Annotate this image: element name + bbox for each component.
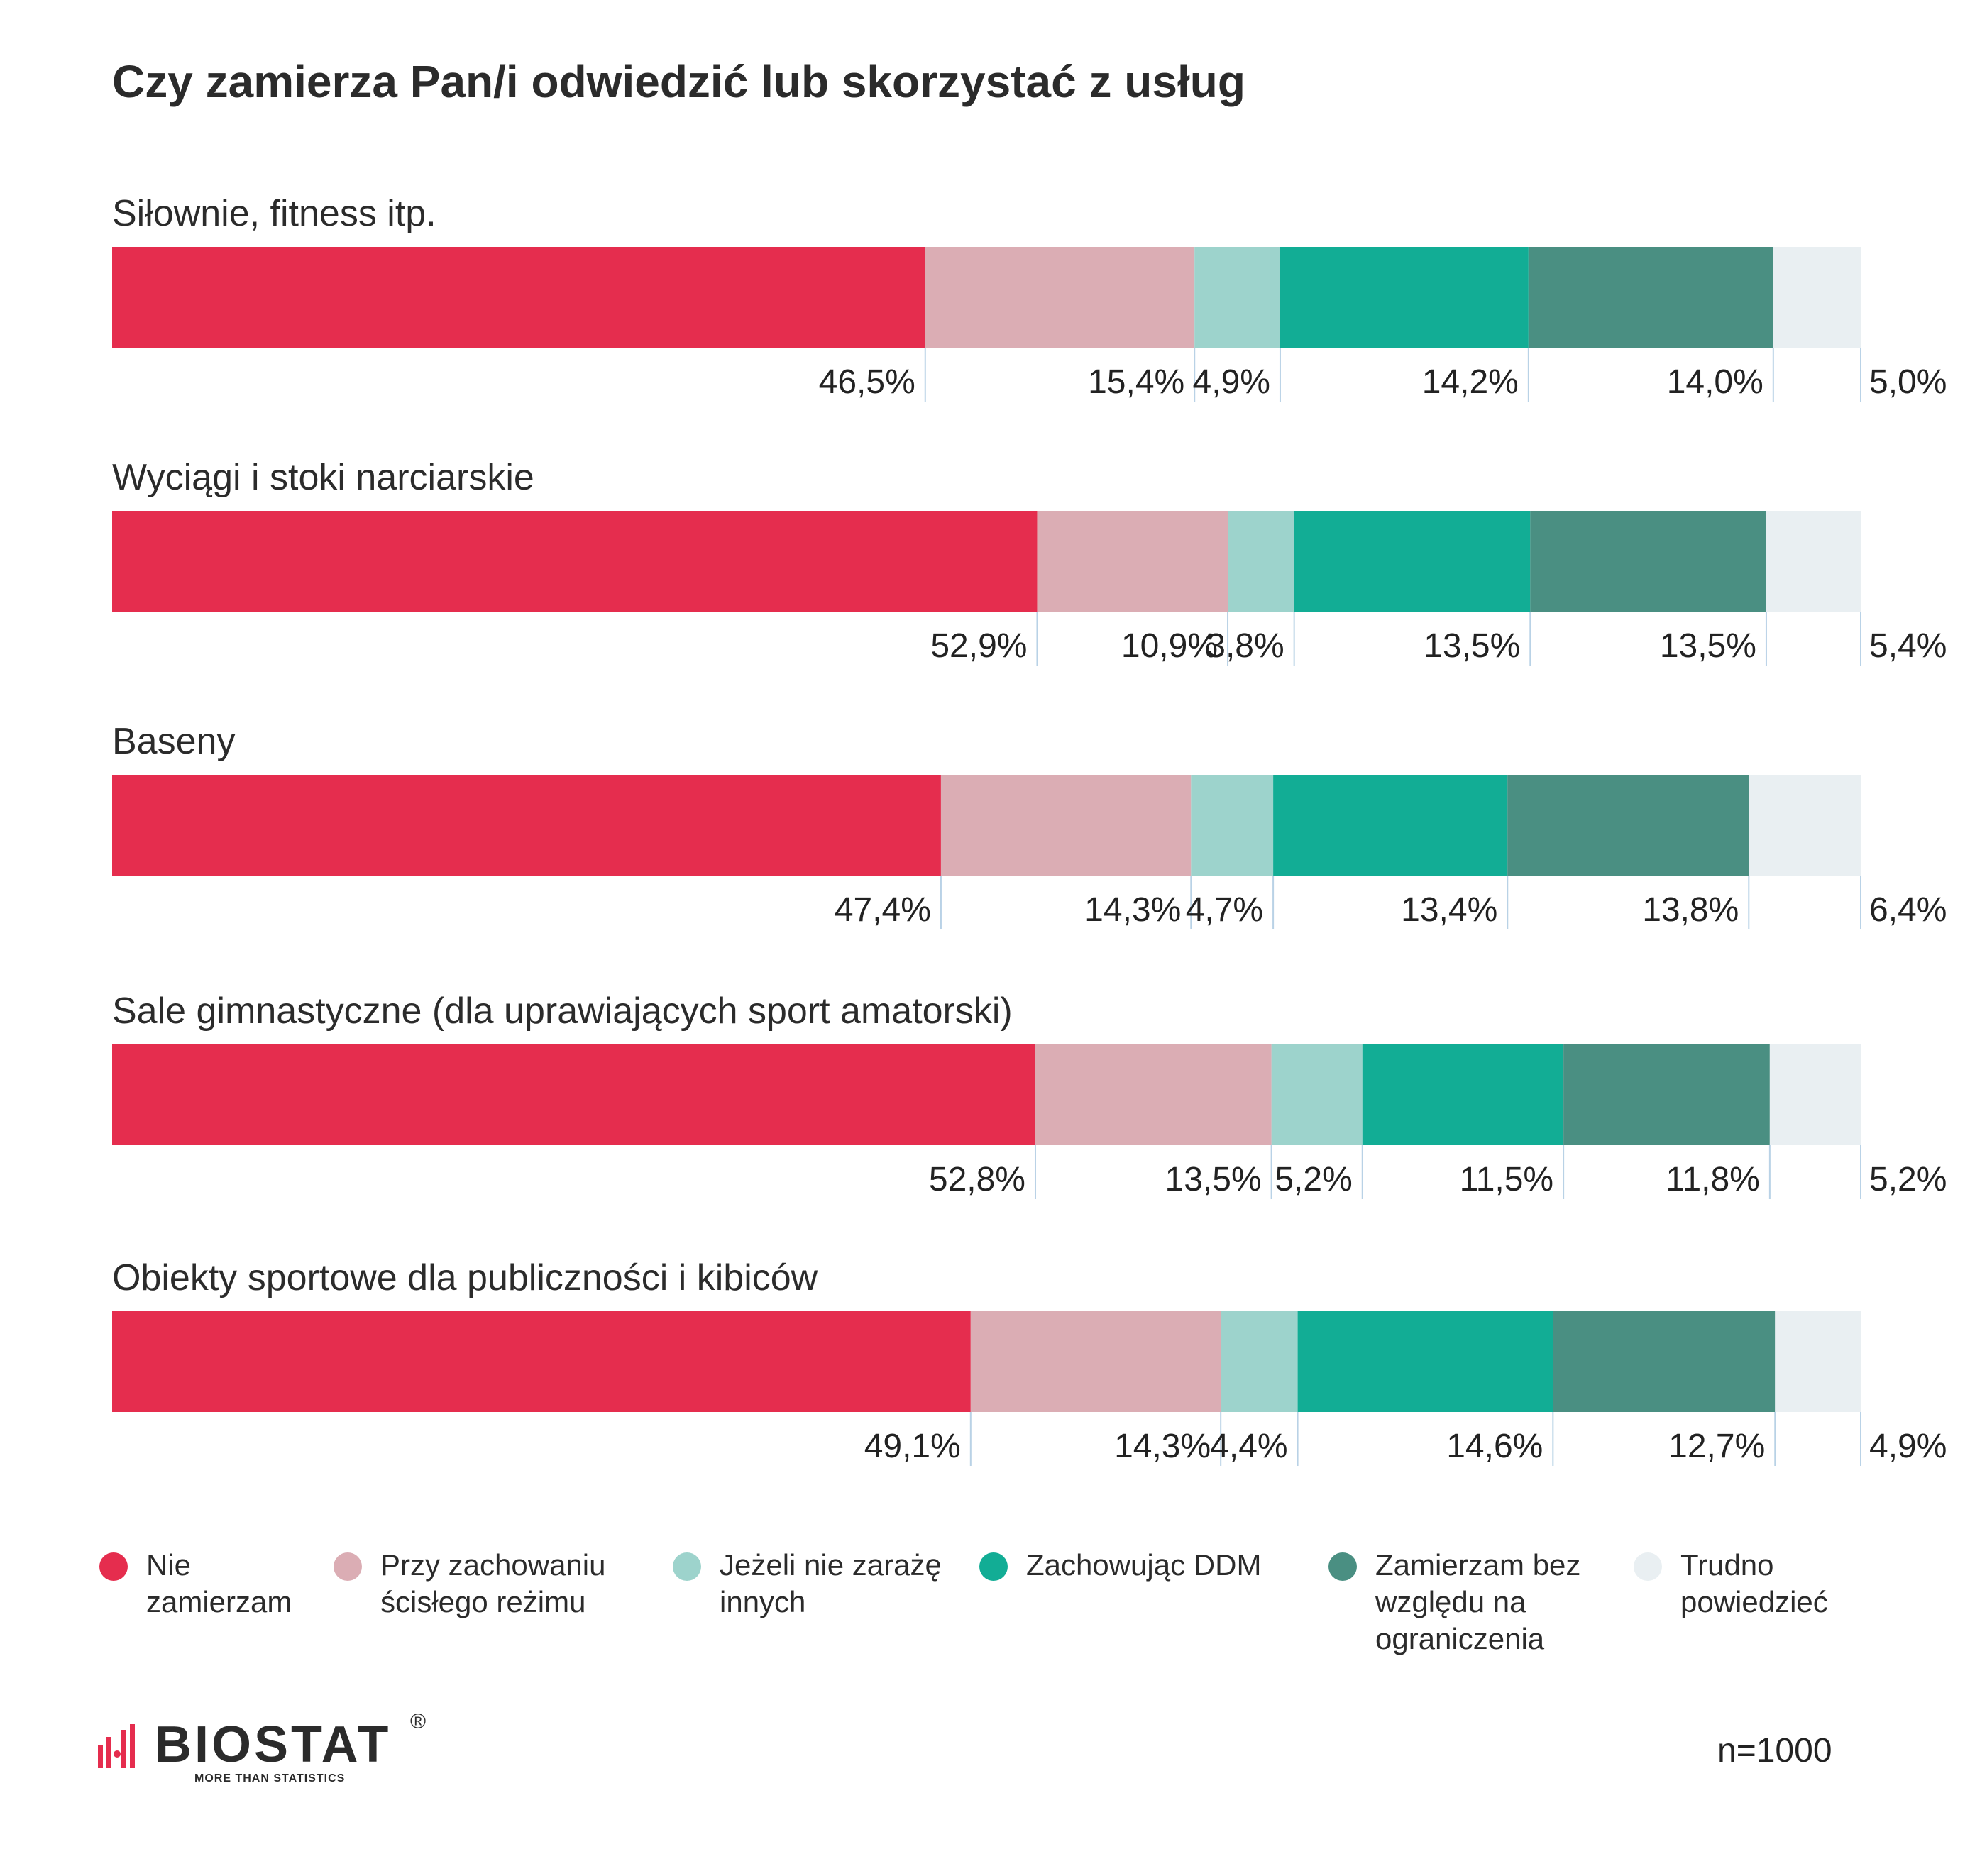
bar-segment-nie-zamierzam bbox=[112, 775, 941, 876]
logo-tagline: MORE THAN STATISTICS bbox=[194, 1772, 346, 1784]
bar-segment-jezeli-nie-zaraze-innych bbox=[1271, 1044, 1363, 1145]
legend-item-jezeli-nie: Jeżeli nie zarażę innych bbox=[673, 1547, 942, 1621]
bar-segment-jezeli-nie-zaraze-innych bbox=[1191, 775, 1274, 876]
bar-segment-przy-zachowaniu-scislego-rezimu bbox=[925, 247, 1195, 348]
legend-label: Jeżeli nie zarażę innych bbox=[720, 1548, 942, 1618]
bar-segment-przy-zachowaniu-scislego-rezimu bbox=[970, 1311, 1221, 1412]
legend-label: Trudno powiedzieć bbox=[1680, 1548, 1828, 1618]
bar-segment-zachowujac-ddm bbox=[1362, 1044, 1564, 1145]
legend-dot-icon bbox=[334, 1552, 362, 1581]
category-label: Obiekty sportowe dla publiczności i kibi… bbox=[112, 1257, 818, 1298]
bar-segment-zamierzam-bez-wzgledu-na-ograniczenia bbox=[1553, 1311, 1776, 1412]
legend-item-zachowujac-ddm: Zachowując DDM bbox=[979, 1547, 1320, 1584]
bar-segment-przy-zachowaniu-scislego-rezimu bbox=[1037, 511, 1228, 612]
value-label: 13,4% bbox=[1401, 891, 1497, 929]
logo-bars-icon bbox=[98, 1724, 135, 1768]
bar-segment-nie-zamierzam bbox=[112, 1311, 971, 1412]
bar-segment-zamierzam-bez-wzgledu-na-ograniczenia bbox=[1563, 1044, 1770, 1145]
legend-label: Zachowując DDM bbox=[1026, 1548, 1262, 1582]
bar-segment-jezeli-nie-zaraze-innych bbox=[1221, 1311, 1298, 1412]
bar-segment-zamierzam-bez-wzgledu-na-ograniczenia bbox=[1528, 247, 1773, 348]
category-label: Sale gimnastyczne (dla uprawiających spo… bbox=[112, 991, 1013, 1032]
bar-segment-jezeli-nie-zaraze-innych bbox=[1228, 511, 1294, 612]
value-label: 4,9% bbox=[1869, 1428, 1947, 1465]
legend: Nie zamierzam Przy zachowaniu ścisłego r… bbox=[0, 1547, 1970, 1689]
bar-segment-trudno-powiedziec bbox=[1775, 1311, 1861, 1412]
category-label: Wyciągi i stoki narciarskie bbox=[112, 457, 534, 498]
legend-item-nie-zamierzam: Nie zamierzam bbox=[99, 1547, 326, 1621]
bar-segment-przy-zachowaniu-scislego-rezimu bbox=[1035, 1044, 1272, 1145]
sample-size-label: n=1000 bbox=[1717, 1732, 1832, 1770]
value-label: 13,8% bbox=[1642, 891, 1739, 929]
value-label: 14,2% bbox=[1422, 363, 1519, 401]
value-label: 12,7% bbox=[1668, 1428, 1765, 1465]
value-label: 13,5% bbox=[1165, 1161, 1262, 1198]
value-label: 52,9% bbox=[930, 627, 1027, 665]
legend-dot-icon bbox=[1328, 1552, 1357, 1581]
bar-segment-zamierzam-bez-wzgledu-na-ograniczenia bbox=[1530, 511, 1766, 612]
value-label: 10,9% bbox=[1121, 627, 1218, 665]
value-label: 11,5% bbox=[1460, 1161, 1554, 1198]
bar-segment-zachowujac-ddm bbox=[1294, 511, 1531, 612]
logo-registered-mark: ® bbox=[410, 1710, 427, 1733]
bar-segment-jezeli-nie-zaraze-innych bbox=[1194, 247, 1280, 348]
legend-dot-icon bbox=[979, 1552, 1008, 1581]
value-label: 14,0% bbox=[1667, 363, 1763, 401]
bar-segment-przy-zachowaniu-scislego-rezimu bbox=[940, 775, 1192, 876]
value-label: 14,3% bbox=[1084, 891, 1181, 929]
value-label: 6,4% bbox=[1869, 891, 1947, 929]
value-label: 5,4% bbox=[1869, 627, 1947, 665]
bar-segment-zachowujac-ddm bbox=[1280, 247, 1529, 348]
value-label: 13,5% bbox=[1424, 627, 1520, 665]
bar-segment-zachowujac-ddm bbox=[1273, 775, 1508, 876]
biostat-logo: BIOSTAT ® MORE THAN STATISTICS bbox=[98, 1710, 453, 1788]
value-label: 13,5% bbox=[1660, 627, 1756, 665]
value-label: 14,6% bbox=[1446, 1428, 1543, 1465]
value-label: 5,2% bbox=[1869, 1161, 1947, 1198]
value-label: 5,0% bbox=[1869, 363, 1947, 401]
bar-segment-zamierzam-bez-wzgledu-na-ograniczenia bbox=[1507, 775, 1749, 876]
bar-segment-trudno-powiedziec bbox=[1773, 247, 1861, 348]
value-label: 47,4% bbox=[835, 891, 931, 929]
legend-dot-icon bbox=[1634, 1552, 1662, 1581]
legend-label: Zamierzam bez względu na ograniczenia bbox=[1375, 1548, 1581, 1655]
value-label: 4,4% bbox=[1210, 1428, 1287, 1465]
value-label: 11,8% bbox=[1666, 1161, 1760, 1198]
stacked-bar-chart: Siłownie, fitness itp.46,5% 15,4% 4,9% 14,2… bbox=[112, 193, 1947, 1466]
category-label: Baseny bbox=[112, 721, 235, 762]
legend-dot-icon bbox=[99, 1552, 128, 1581]
legend-item-zamierzam: Zamierzam bez względu na ograniczenia bbox=[1328, 1547, 1627, 1657]
value-label: 15,4% bbox=[1088, 363, 1184, 401]
value-label: 4,9% bbox=[1193, 363, 1270, 401]
bar-segment-nie-zamierzam bbox=[112, 247, 925, 348]
value-label: 3,8% bbox=[1206, 627, 1284, 665]
bar-segment-trudno-powiedziec bbox=[1749, 775, 1861, 876]
legend-label: Przy zachowaniu ścisłego reżimu bbox=[380, 1548, 606, 1618]
logo-wordmark: BIOSTAT bbox=[155, 1716, 392, 1773]
value-label: 46,5% bbox=[819, 363, 915, 401]
value-label: 4,7% bbox=[1186, 891, 1263, 929]
legend-item-przy-zachowaniu: Przy zachowaniu ścisłego reżimu bbox=[334, 1547, 646, 1621]
legend-dot-icon bbox=[673, 1552, 701, 1581]
bar-segment-nie-zamierzam bbox=[112, 511, 1038, 612]
bar-segment-trudno-powiedziec bbox=[1769, 1044, 1861, 1145]
legend-item-trudno-powiedziec: Trudno powiedzieć bbox=[1634, 1547, 1875, 1621]
value-label: 49,1% bbox=[864, 1428, 961, 1465]
value-label: 52,8% bbox=[929, 1161, 1025, 1198]
bar-segment-trudno-powiedziec bbox=[1766, 511, 1861, 612]
bar-segment-nie-zamierzam bbox=[112, 1044, 1035, 1145]
chart-title: Czy zamierza Pan/i odwiedzić lub skorzys… bbox=[112, 56, 1245, 107]
legend-label: Nie zamierzam bbox=[146, 1548, 292, 1618]
category-label: Siłownie, fitness itp. bbox=[112, 193, 436, 234]
bar-segment-zachowujac-ddm bbox=[1297, 1311, 1553, 1412]
value-label: 5,2% bbox=[1275, 1161, 1352, 1198]
value-label: 14,3% bbox=[1114, 1428, 1211, 1465]
